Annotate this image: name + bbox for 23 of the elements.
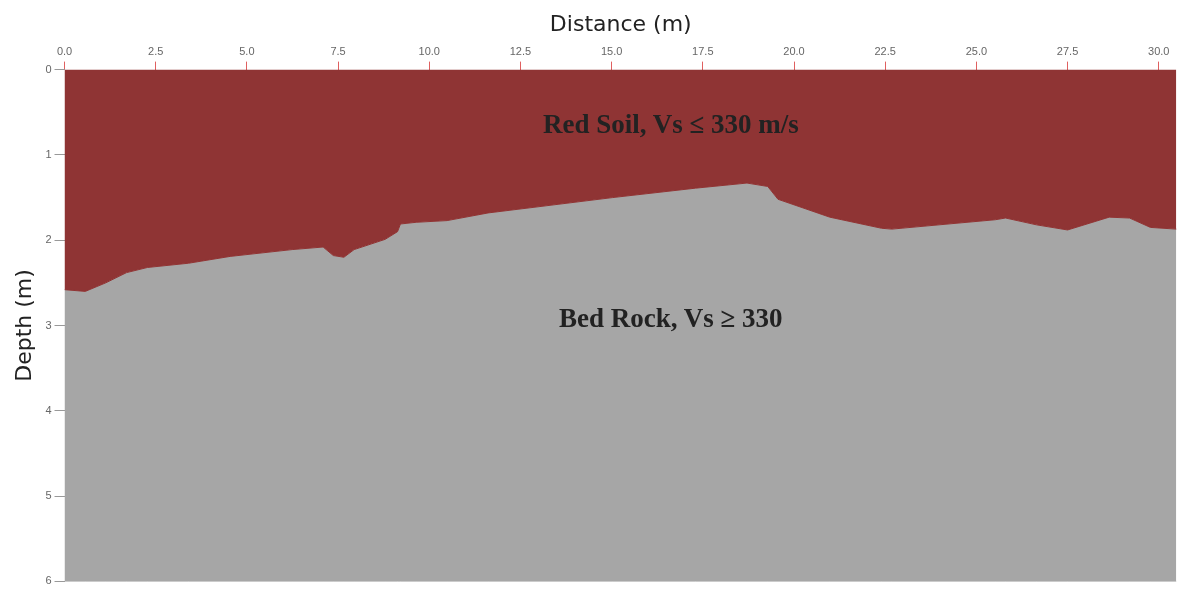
x-tick-label: 0.0: [56, 45, 73, 58]
x-tick-label: 27.5: [1056, 45, 1079, 58]
x-tick-label: 7.5: [330, 45, 346, 58]
x-tick-label: 22.5: [874, 45, 896, 58]
y-tick-label: 2: [45, 233, 52, 246]
x-tick-label: 2.5: [148, 45, 164, 58]
y-tick-label: 6: [45, 574, 52, 587]
x-tick-label: 5.0: [239, 45, 255, 58]
x-axis-title: Distance (m): [549, 10, 692, 36]
y-tick-label: 5: [45, 489, 52, 502]
x-tick-label: 12.5: [509, 45, 532, 58]
y-axis-title: Depth (m): [10, 269, 36, 382]
x-tick-label: 17.5: [692, 45, 714, 58]
x-tick-label: 25.0: [965, 45, 988, 58]
x-tick-label: 10.0: [418, 45, 440, 58]
annotation: Red Soil, Vs ≤ 330 m/s: [542, 108, 799, 139]
x-tick-label: 15.0: [600, 45, 623, 58]
y-tick-label: 0: [45, 62, 52, 75]
y-tick-label: 3: [45, 318, 52, 331]
x-tick-label: 30.0: [1148, 45, 1170, 58]
x-tick-label: 20.0: [783, 45, 805, 58]
y-tick-label: 1: [45, 147, 52, 160]
y-tick-label: 4: [45, 403, 52, 416]
